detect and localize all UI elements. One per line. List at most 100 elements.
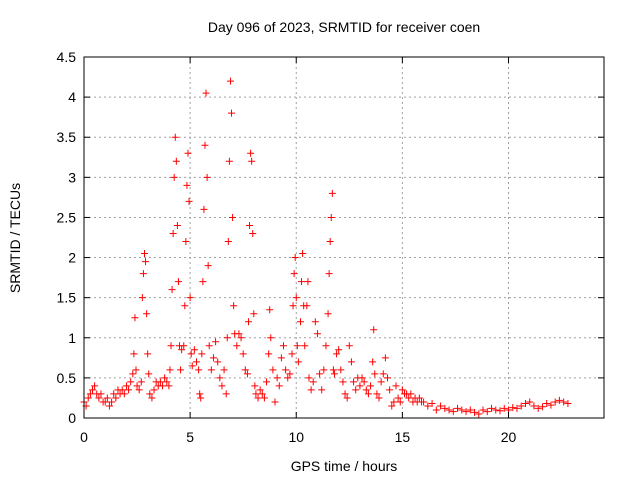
data-point [358, 374, 366, 382]
data-point [289, 302, 297, 310]
data-point [373, 390, 381, 398]
data-point [173, 221, 181, 229]
y-tick-label: 0 [68, 410, 76, 426]
data-point [140, 250, 148, 258]
data-point [214, 358, 222, 366]
data-point [209, 354, 217, 362]
data-point [534, 404, 542, 412]
data-point [345, 342, 353, 350]
data-point [333, 350, 341, 358]
data-point [513, 404, 521, 412]
data-point [84, 394, 92, 402]
data-point [243, 370, 251, 378]
data-point [95, 394, 103, 402]
data-point [388, 402, 396, 410]
data-point [564, 400, 572, 408]
data-point [288, 350, 296, 358]
data-point [337, 366, 345, 374]
x-tick-label: 5 [186, 429, 194, 445]
data-point [420, 398, 428, 406]
data-point [220, 366, 228, 374]
data-point [479, 406, 487, 414]
y-tick-label: 2.5 [57, 209, 77, 225]
data-point [198, 350, 206, 358]
data-point [280, 342, 288, 350]
data-point [144, 350, 152, 358]
data-point [293, 342, 301, 350]
data-points [80, 77, 572, 418]
data-point [301, 342, 309, 350]
data-point [284, 374, 292, 382]
data-point [526, 398, 534, 406]
data-point [466, 406, 474, 414]
data-point [530, 402, 538, 410]
data-point [360, 378, 368, 386]
data-point [341, 390, 349, 398]
data-point [266, 306, 274, 314]
data-point [216, 374, 224, 382]
data-point [120, 390, 128, 398]
data-point [475, 410, 483, 418]
data-point [180, 342, 188, 350]
data-point [362, 386, 370, 394]
data-point [496, 407, 504, 415]
data-point [326, 238, 334, 246]
data-point [398, 386, 406, 394]
data-point [318, 386, 326, 394]
data-point [186, 294, 194, 302]
data-point [218, 382, 226, 390]
data-point [159, 382, 167, 390]
data-point [449, 408, 457, 416]
data-point [304, 278, 312, 286]
data-point [97, 390, 105, 398]
data-point [405, 394, 413, 402]
data-point [369, 358, 377, 366]
y-tick-labels: 0 0.5 1 1.5 2 2.5 3 3.5 4 4.5 [57, 49, 77, 426]
data-point [156, 378, 164, 386]
data-point [269, 366, 277, 374]
data-point [241, 366, 249, 374]
y-tick-label: 1 [68, 330, 76, 346]
data-point [237, 334, 245, 342]
data-point [199, 278, 207, 286]
data-point [251, 382, 259, 390]
data-point [271, 398, 279, 406]
data-point [183, 181, 191, 189]
data-point [138, 294, 146, 302]
data-point [203, 173, 211, 181]
data-point [101, 398, 109, 406]
data-point [122, 382, 130, 390]
data-point [182, 238, 190, 246]
data-point [263, 378, 271, 386]
data-point [142, 258, 150, 266]
y-tick-label: 4.5 [57, 49, 77, 65]
data-point [441, 404, 449, 412]
data-point [139, 270, 147, 278]
data-point [125, 386, 133, 394]
data-point [190, 346, 198, 354]
data-point [256, 386, 264, 394]
data-point [196, 390, 204, 398]
data-point [343, 394, 351, 402]
data-point [223, 334, 231, 342]
data-point [168, 286, 176, 294]
data-point [381, 354, 389, 362]
data-point [229, 213, 237, 221]
data-point [248, 157, 256, 165]
data-point [181, 302, 189, 310]
data-point [150, 386, 158, 394]
data-point [432, 406, 440, 414]
data-point [110, 390, 118, 398]
data-point [163, 378, 171, 386]
data-point [291, 254, 299, 262]
data-point [228, 109, 236, 117]
data-point [275, 382, 283, 390]
data-point [148, 394, 156, 402]
data-point [292, 294, 300, 302]
data-point [277, 354, 285, 362]
data-point [161, 374, 169, 382]
data-point [260, 394, 268, 402]
data-point [91, 382, 99, 390]
data-point [265, 350, 273, 358]
data-point [555, 396, 563, 404]
